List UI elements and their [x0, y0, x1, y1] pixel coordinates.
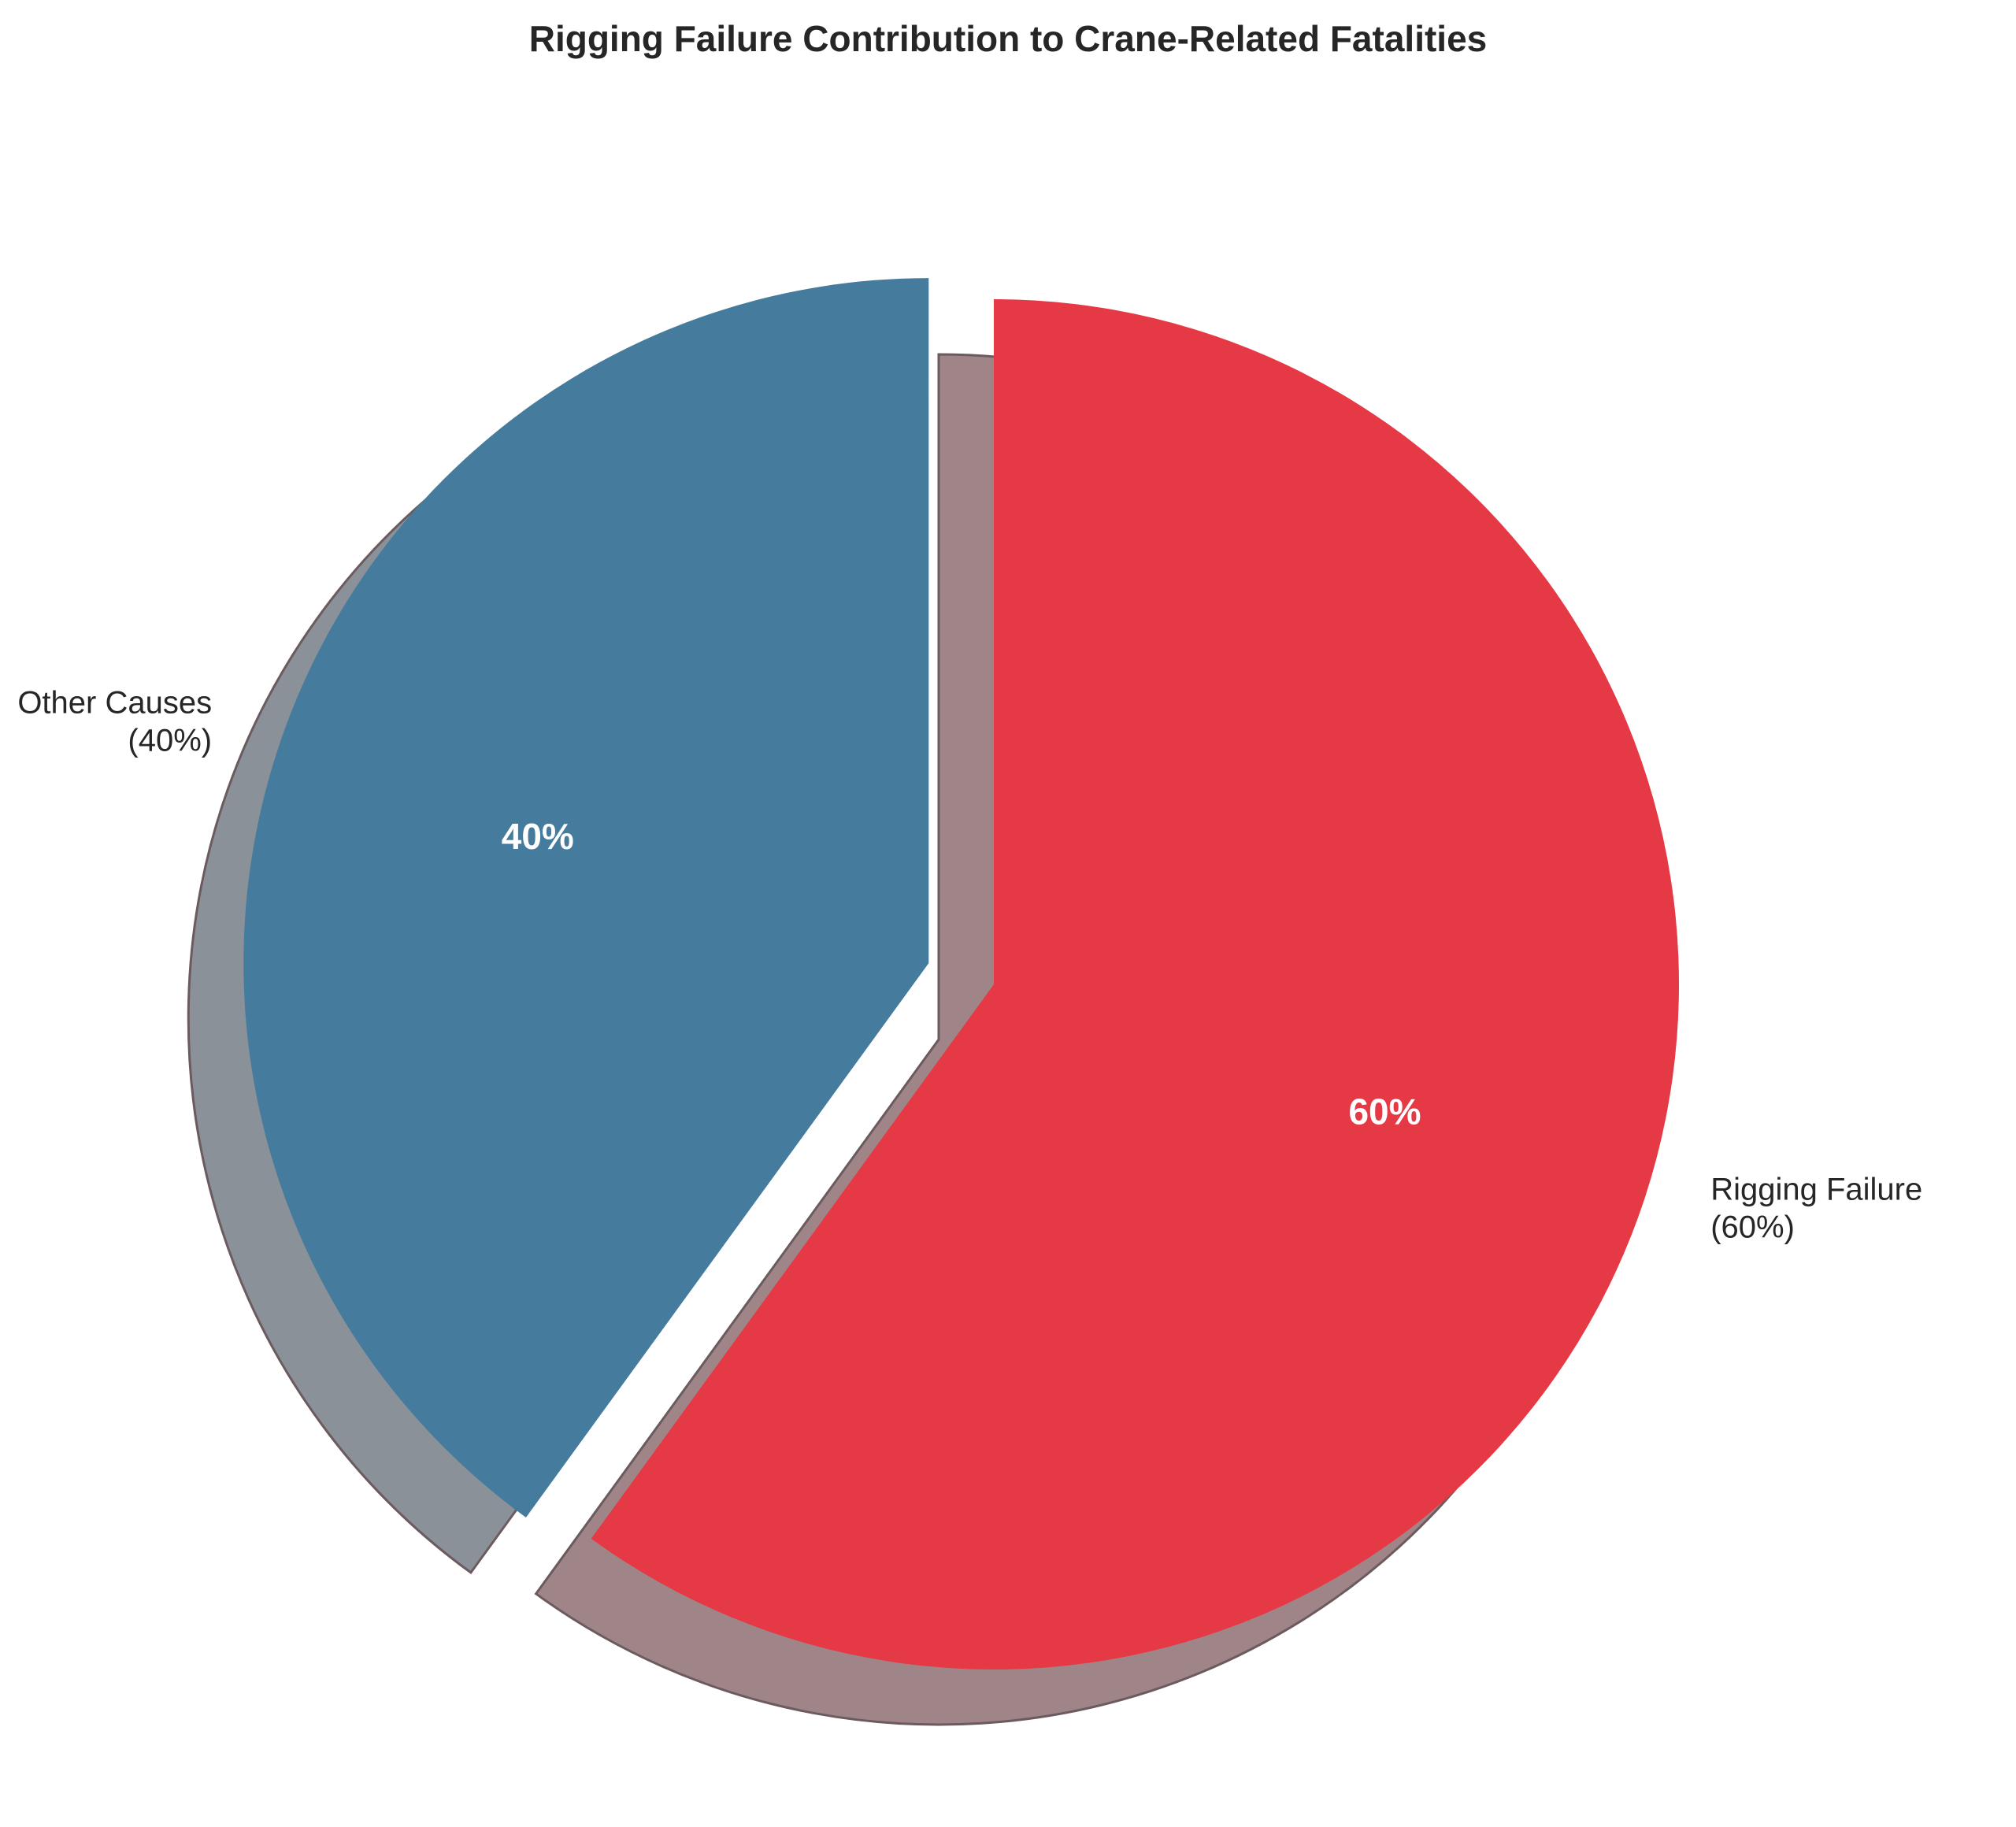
slice-label-detail-rigging-failure: (60%): [1710, 1210, 1795, 1245]
pie-slice-rigging-failure: [591, 299, 1680, 1670]
slice-outer-label-rigging-failure: Rigging Failure (60%): [1710, 1173, 1922, 1245]
slice-label-name-rigging-failure: Rigging Failure: [1710, 1173, 1922, 1207]
slice-label-detail-other-causes: (40%): [128, 723, 212, 758]
slice-percent-label-rigging-failure: 60%: [1348, 1091, 1421, 1132]
slice-label-name-other-causes: Other Causes: [17, 685, 212, 720]
pie-slice-other-causes: [243, 278, 929, 1518]
pie-label-layer: 60% Rigging Failure (60%) 40% Other Causes (4…: [17, 685, 1922, 1244]
pie-slice-layer: [243, 278, 1680, 1670]
slice-percent-label-other-causes: 40%: [502, 816, 574, 857]
slice-outer-label-other-causes: Other Causes (40%): [17, 685, 212, 758]
chart-title: Rigging Failure Contribution to Crane-Re…: [528, 18, 1488, 59]
